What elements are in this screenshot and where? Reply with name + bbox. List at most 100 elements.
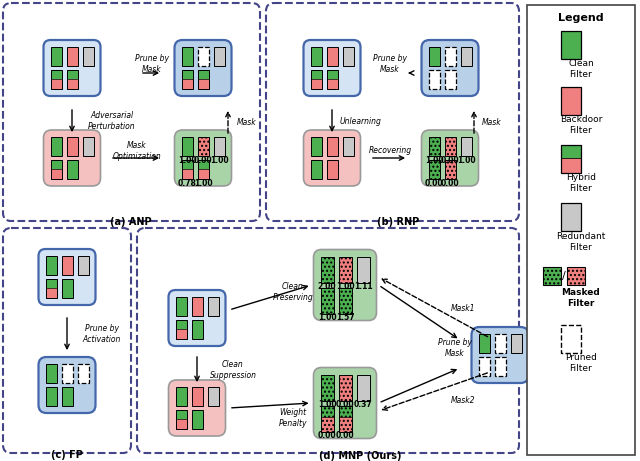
Bar (356, 256, 369, 283)
Bar (175, 320, 186, 329)
Bar (321, 417, 333, 431)
Bar (67, 70, 77, 89)
Bar (198, 70, 209, 89)
Bar (191, 297, 202, 316)
Bar (339, 406, 351, 431)
Text: 1.00: 1.00 (194, 178, 212, 188)
Bar (198, 160, 209, 169)
Text: 1.11: 1.11 (354, 282, 372, 291)
Bar (310, 137, 321, 156)
Text: (c) FP: (c) FP (51, 450, 83, 460)
Text: 0.78: 0.78 (177, 178, 196, 188)
Bar (45, 279, 56, 298)
Bar (198, 160, 209, 179)
Bar (182, 169, 193, 179)
Bar (561, 203, 581, 231)
Text: Prune by
Mask: Prune by Mask (373, 54, 407, 74)
Text: (a) ANP: (a) ANP (110, 217, 152, 227)
Bar (175, 297, 186, 316)
FancyBboxPatch shape (44, 40, 100, 96)
Text: Prune by
Mask: Prune by Mask (438, 338, 472, 358)
Bar (310, 70, 321, 89)
Text: 1.00: 1.00 (210, 155, 228, 165)
Bar (61, 256, 72, 275)
Text: Prune by
Activation: Prune by Activation (83, 324, 121, 344)
FancyBboxPatch shape (314, 249, 376, 320)
Text: /: / (562, 271, 566, 281)
FancyBboxPatch shape (38, 249, 95, 305)
Bar (479, 334, 490, 353)
FancyBboxPatch shape (266, 3, 519, 221)
Bar (495, 334, 506, 353)
Text: Recovering: Recovering (369, 146, 412, 154)
Text: Mask: Mask (482, 118, 502, 126)
Bar (175, 387, 186, 406)
Bar (214, 47, 225, 66)
Text: Prune by
Mask: Prune by Mask (135, 54, 169, 74)
Bar (198, 47, 209, 66)
Bar (175, 410, 186, 419)
Bar (561, 145, 581, 158)
Bar (198, 137, 209, 156)
Bar (339, 288, 351, 313)
Bar (51, 169, 61, 179)
Bar (561, 87, 581, 115)
Bar (51, 78, 61, 89)
Bar (445, 160, 456, 179)
Text: Pruned
Filter: Pruned Filter (565, 353, 597, 372)
Bar (326, 70, 337, 89)
Bar (191, 410, 202, 429)
Bar (461, 137, 472, 156)
Text: 1.00: 1.00 (457, 155, 476, 165)
Text: (d) MNP (Ours): (d) MNP (Ours) (319, 451, 401, 461)
Text: 0.37: 0.37 (354, 400, 372, 409)
Bar (339, 406, 351, 417)
Bar (175, 419, 186, 429)
Bar (342, 47, 353, 66)
Bar (67, 70, 77, 78)
Bar (561, 325, 581, 353)
FancyBboxPatch shape (422, 130, 479, 186)
Bar (198, 78, 209, 89)
Bar (61, 364, 72, 383)
Bar (561, 158, 581, 173)
Bar (543, 267, 561, 285)
Text: 1.00: 1.00 (317, 400, 336, 409)
Text: Clean
Suppression: Clean Suppression (209, 361, 257, 380)
FancyBboxPatch shape (3, 228, 131, 453)
Bar (321, 256, 333, 283)
Bar (83, 47, 93, 66)
Bar (45, 364, 56, 383)
Bar (207, 387, 218, 406)
Bar (182, 70, 193, 78)
Bar (51, 160, 61, 179)
Bar (321, 288, 333, 313)
Bar (339, 256, 351, 283)
Text: Weight
Penalty: Weight Penalty (279, 408, 307, 428)
Bar (67, 47, 77, 66)
FancyBboxPatch shape (168, 290, 225, 346)
Text: Mask
Optimization: Mask Optimization (113, 142, 161, 161)
Bar (445, 70, 456, 89)
Text: Hybrid
Filter: Hybrid Filter (566, 173, 596, 193)
Bar (429, 70, 440, 89)
Bar (51, 70, 61, 78)
Text: Masked
Filter: Masked Filter (562, 288, 600, 307)
Bar (321, 374, 333, 401)
Bar (61, 279, 72, 298)
Text: Adversarial
Perturbation: Adversarial Perturbation (88, 111, 136, 131)
Bar (461, 47, 472, 66)
Bar (310, 78, 321, 89)
Bar (429, 137, 440, 156)
Text: 1.00: 1.00 (317, 313, 336, 322)
Text: Mask: Mask (237, 118, 257, 126)
Bar (479, 357, 490, 376)
Bar (511, 334, 522, 353)
Bar (445, 137, 456, 156)
Bar (356, 374, 369, 401)
Bar (326, 137, 337, 156)
Bar (175, 329, 186, 339)
Bar (214, 137, 225, 156)
Bar (561, 145, 581, 173)
Bar (310, 47, 321, 66)
